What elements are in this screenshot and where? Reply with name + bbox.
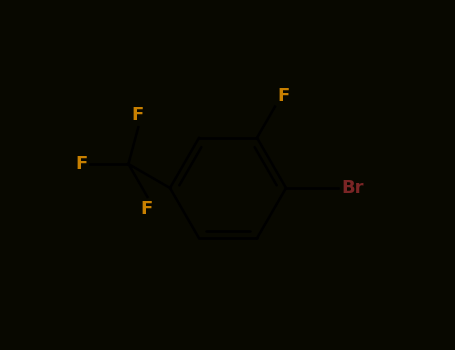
Text: F: F <box>277 86 289 105</box>
Text: F: F <box>131 106 143 124</box>
Text: F: F <box>75 155 87 173</box>
Text: F: F <box>140 200 152 218</box>
Text: Br: Br <box>341 179 364 197</box>
